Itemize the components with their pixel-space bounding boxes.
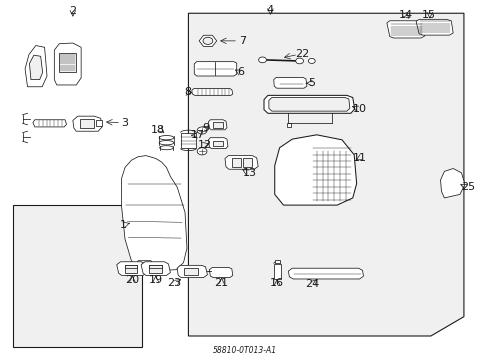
Text: 16: 16 (269, 278, 284, 288)
Bar (231, 158, 240, 167)
Polygon shape (208, 138, 227, 148)
Bar (274, 260, 279, 263)
Polygon shape (188, 13, 463, 336)
Polygon shape (224, 156, 258, 169)
Polygon shape (134, 261, 156, 271)
Bar (213, 140, 223, 146)
Bar (149, 265, 161, 268)
Bar (96, 121, 102, 126)
Circle shape (295, 58, 303, 64)
Polygon shape (191, 89, 232, 95)
Polygon shape (264, 95, 354, 113)
Bar (183, 268, 198, 275)
Text: 4: 4 (266, 5, 273, 15)
Bar (149, 265, 161, 273)
Polygon shape (33, 120, 66, 127)
Text: 13: 13 (242, 168, 256, 178)
Polygon shape (73, 116, 102, 131)
Circle shape (197, 127, 206, 134)
Polygon shape (268, 98, 349, 111)
Text: 8: 8 (183, 87, 191, 98)
Text: 25: 25 (460, 182, 474, 192)
Text: 12: 12 (197, 140, 211, 150)
Text: 23: 23 (166, 278, 181, 288)
Bar (243, 158, 251, 167)
Polygon shape (122, 156, 186, 271)
Text: 21: 21 (214, 278, 228, 288)
Bar (13, 205, 142, 347)
Text: 3: 3 (122, 118, 128, 128)
Polygon shape (54, 43, 81, 85)
Polygon shape (25, 45, 47, 87)
Text: 19: 19 (148, 275, 163, 285)
Bar (273, 264, 280, 279)
Polygon shape (208, 120, 226, 130)
Polygon shape (274, 135, 356, 205)
Bar (59, 53, 76, 72)
Bar (80, 120, 94, 129)
Text: 24: 24 (304, 279, 318, 289)
Text: 58810-0T013-A1: 58810-0T013-A1 (212, 346, 276, 355)
Bar (213, 122, 223, 128)
Polygon shape (199, 35, 216, 46)
Circle shape (203, 37, 212, 44)
Text: 5: 5 (307, 78, 314, 88)
Polygon shape (117, 262, 147, 275)
Polygon shape (273, 77, 306, 88)
Text: 20: 20 (125, 275, 139, 285)
Text: 7: 7 (239, 36, 245, 46)
Circle shape (197, 148, 206, 155)
Text: 10: 10 (352, 104, 366, 114)
Polygon shape (415, 19, 452, 35)
Text: 2: 2 (69, 6, 76, 17)
Text: 14: 14 (398, 10, 412, 20)
Polygon shape (141, 262, 170, 275)
Text: 18: 18 (150, 125, 164, 135)
Polygon shape (440, 168, 464, 198)
Text: 22: 22 (294, 49, 308, 59)
Text: 9: 9 (202, 123, 209, 132)
Text: 6: 6 (237, 67, 244, 77)
Circle shape (258, 57, 266, 63)
Polygon shape (29, 55, 42, 80)
Text: 11: 11 (352, 153, 366, 163)
Text: 17: 17 (191, 130, 205, 140)
Text: 1: 1 (120, 220, 127, 230)
Bar (124, 265, 137, 268)
Polygon shape (287, 123, 291, 127)
Polygon shape (209, 267, 232, 278)
Polygon shape (288, 268, 363, 279)
Polygon shape (177, 265, 207, 278)
Circle shape (308, 58, 315, 63)
Text: 15: 15 (421, 10, 435, 20)
Bar (124, 265, 137, 273)
Polygon shape (386, 21, 424, 38)
Polygon shape (194, 62, 236, 76)
Bar (180, 133, 196, 148)
